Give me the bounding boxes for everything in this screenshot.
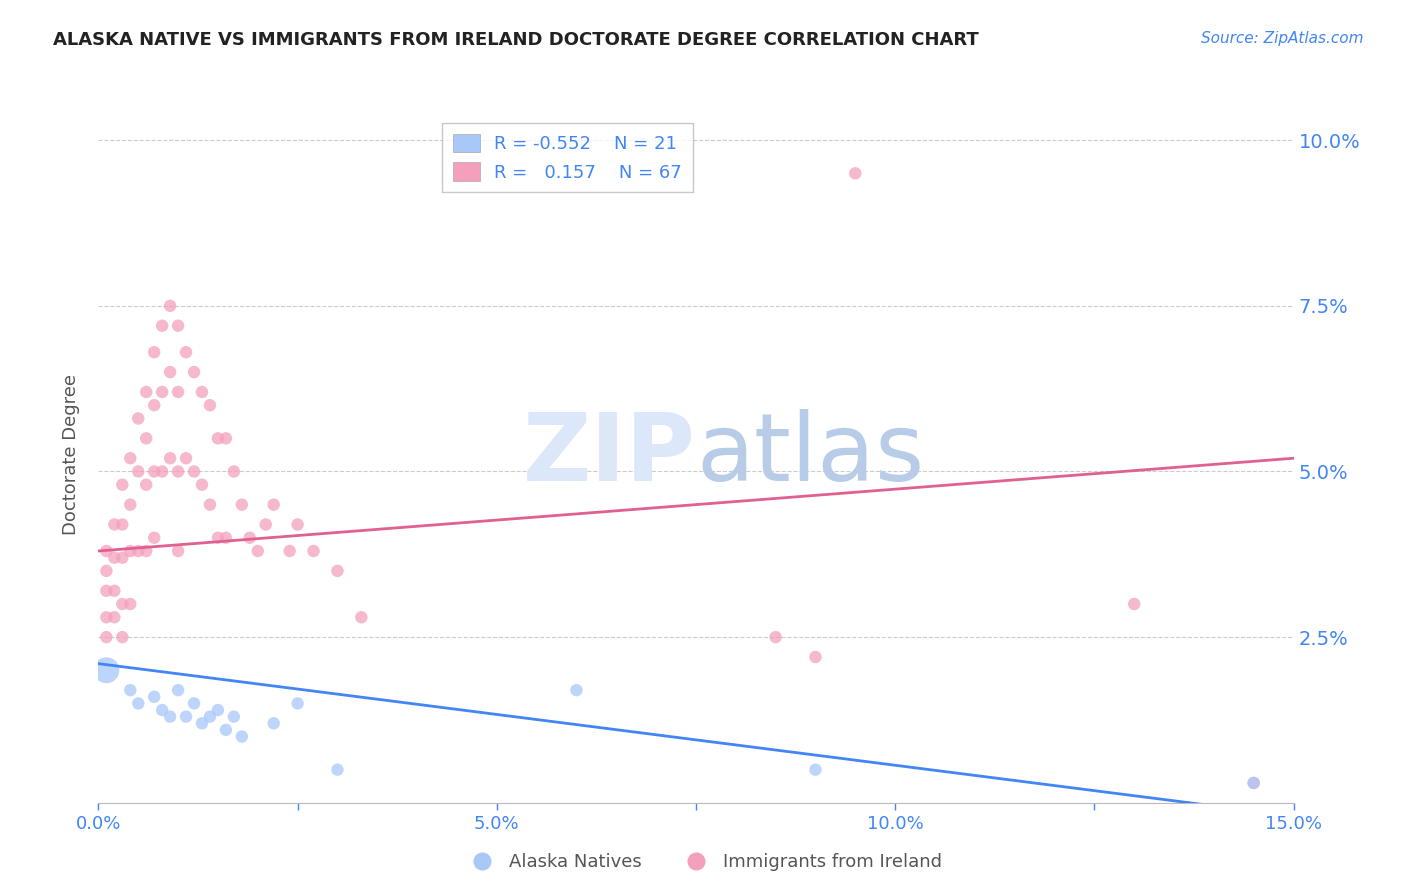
Point (103, 583, 125, 598)
Point (103, 610, 125, 624)
Point (135, 477, 157, 491)
Point (1123, 597, 1146, 611)
Point (207, 431, 229, 445)
Point (159, 299, 181, 313)
Point (174, 709, 197, 723)
Point (150, 384, 173, 399)
Point (222, 709, 245, 723)
Point (111, 517, 134, 532)
Point (159, 365, 181, 379)
Point (350, 610, 373, 624)
Point (246, 544, 269, 558)
Point (143, 398, 166, 412)
Point (167, 384, 190, 399)
Point (183, 465, 205, 479)
Point (565, 683, 588, 698)
Point (174, 451, 197, 466)
Point (111, 597, 134, 611)
Point (263, 716, 285, 731)
Point (1243, 776, 1265, 790)
Point (96, 544, 118, 558)
Point (231, 730, 253, 744)
Point (191, 716, 214, 731)
Point (127, 411, 149, 425)
Point (198, 498, 221, 512)
Point (143, 465, 166, 479)
Point (120, 597, 142, 611)
Point (326, 564, 349, 578)
Point (278, 544, 301, 558)
Point (127, 544, 149, 558)
Point (254, 517, 277, 532)
Point (215, 531, 238, 545)
Point (96, 663, 118, 677)
Point (198, 398, 221, 412)
Point (96, 630, 118, 644)
Point (150, 318, 173, 333)
Point (159, 451, 181, 466)
Point (287, 697, 309, 711)
Point (1243, 776, 1265, 790)
Text: ZIP: ZIP (523, 409, 696, 501)
Point (135, 384, 157, 399)
Point (120, 683, 142, 698)
Point (844, 166, 866, 180)
Point (143, 345, 166, 359)
Point (183, 365, 205, 379)
Point (302, 544, 325, 558)
Point (167, 318, 190, 333)
Point (103, 550, 125, 565)
Point (222, 465, 245, 479)
Point (150, 465, 173, 479)
Y-axis label: Doctorate Degree: Doctorate Degree (62, 375, 80, 535)
Point (127, 465, 149, 479)
Point (120, 451, 142, 466)
Point (239, 531, 262, 545)
Point (183, 697, 205, 711)
Point (96, 610, 118, 624)
Point (231, 498, 253, 512)
Point (167, 544, 190, 558)
Point (263, 498, 285, 512)
Point (804, 763, 827, 777)
Legend: R = -0.552    N = 21, R =   0.157    N = 67: R = -0.552 N = 21, R = 0.157 N = 67 (441, 123, 693, 193)
Point (167, 465, 190, 479)
Point (287, 517, 309, 532)
Point (198, 709, 221, 723)
Point (159, 709, 181, 723)
Point (127, 697, 149, 711)
Point (111, 477, 134, 491)
Point (103, 517, 125, 532)
Point (191, 477, 214, 491)
Point (120, 544, 142, 558)
Point (167, 683, 190, 698)
Point (174, 345, 197, 359)
Point (135, 544, 157, 558)
Point (804, 650, 827, 665)
Point (765, 630, 787, 644)
Point (111, 550, 134, 565)
Point (207, 531, 229, 545)
Point (111, 630, 134, 644)
Point (135, 431, 157, 445)
Point (143, 690, 166, 704)
Text: atlas: atlas (696, 409, 924, 501)
Legend: Alaska Natives, Immigrants from Ireland: Alaska Natives, Immigrants from Ireland (457, 847, 949, 879)
Text: Source: ZipAtlas.com: Source: ZipAtlas.com (1201, 31, 1364, 46)
Point (191, 384, 214, 399)
Point (326, 763, 349, 777)
Point (150, 703, 173, 717)
Point (96, 564, 118, 578)
Point (96, 583, 118, 598)
Text: ALASKA NATIVE VS IMMIGRANTS FROM IRELAND DOCTORATE DEGREE CORRELATION CHART: ALASKA NATIVE VS IMMIGRANTS FROM IRELAND… (53, 31, 979, 49)
Point (120, 498, 142, 512)
Point (215, 723, 238, 737)
Point (207, 703, 229, 717)
Point (215, 431, 238, 445)
Point (143, 531, 166, 545)
